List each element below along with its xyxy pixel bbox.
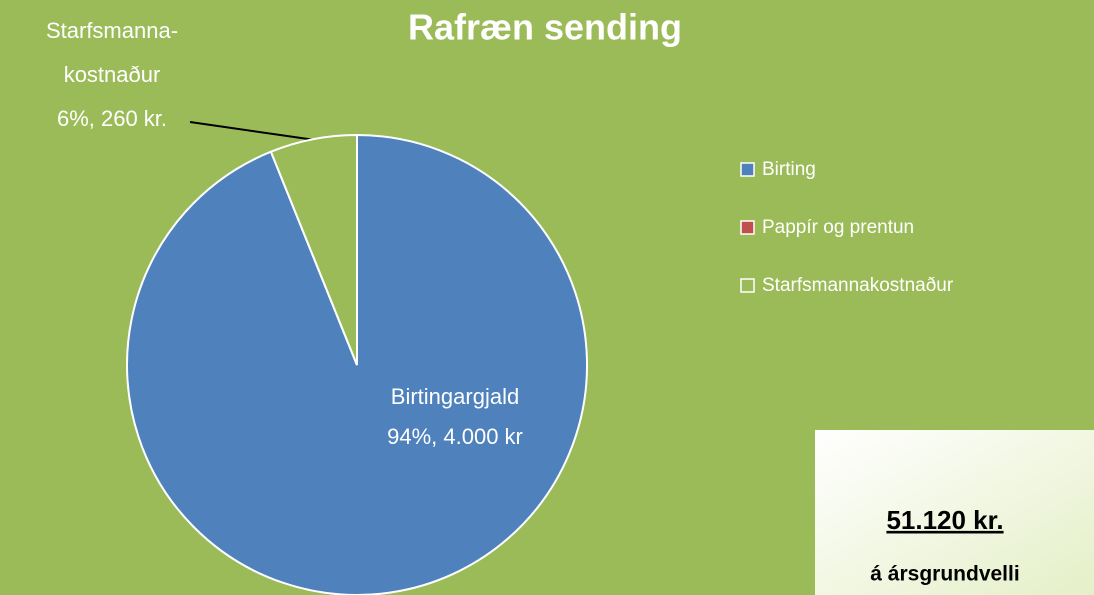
data-label: kostnaður [64, 62, 161, 87]
legend-label: Starfsmannakostnaður [762, 275, 954, 296]
data-label: Birtingargjald [391, 384, 519, 409]
annotation-total: 51.120 kr. [886, 505, 1003, 535]
legend-swatch [740, 220, 755, 235]
annotation-box [815, 430, 1094, 595]
annotation-note: á ársgrundvelli [870, 563, 1019, 586]
legend-swatch [740, 278, 755, 293]
chart-title: Rafræn sending [408, 7, 682, 48]
legend-label: Birting [762, 159, 816, 180]
data-label: Starfsmanna- [46, 18, 178, 43]
pie-slice [269, 133, 358, 366]
data-label: 94%, 4.000 kr [387, 424, 523, 449]
leader-line [189, 121, 316, 141]
legend-label: Pappír og prentun [762, 217, 914, 238]
legend-swatch [740, 162, 755, 177]
data-label: 6%, 260 kr. [57, 106, 167, 131]
